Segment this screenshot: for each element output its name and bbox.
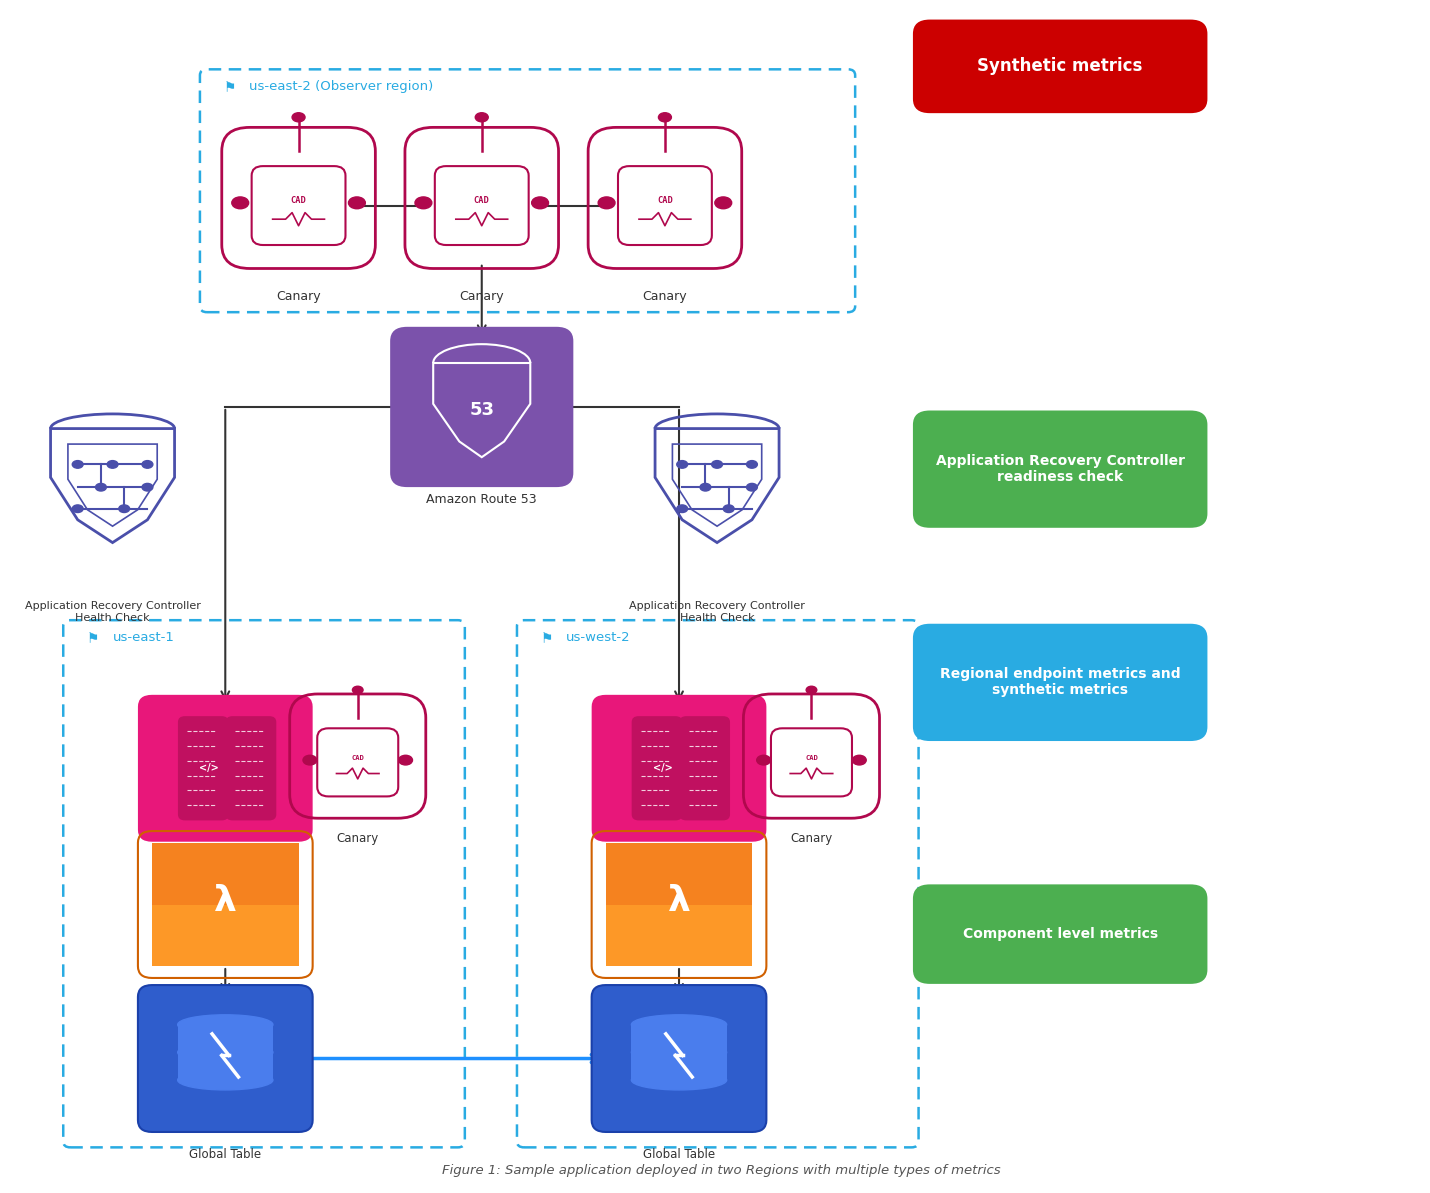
Bar xyxy=(177,1025,273,1052)
FancyBboxPatch shape xyxy=(306,706,410,805)
Ellipse shape xyxy=(598,197,615,209)
Text: us-west-2: us-west-2 xyxy=(566,631,631,644)
Text: Canary: Canary xyxy=(459,290,503,303)
Text: λ: λ xyxy=(668,884,691,919)
Text: ⚑: ⚑ xyxy=(225,81,236,95)
Ellipse shape xyxy=(724,505,734,513)
Ellipse shape xyxy=(232,197,249,209)
Ellipse shape xyxy=(807,686,817,693)
Text: 53: 53 xyxy=(469,401,495,419)
Text: Amazon API Gateway: Amazon API Gateway xyxy=(616,858,742,871)
Ellipse shape xyxy=(712,460,722,468)
FancyBboxPatch shape xyxy=(606,904,752,966)
FancyBboxPatch shape xyxy=(592,694,766,842)
Ellipse shape xyxy=(352,686,363,693)
Text: </>: </> xyxy=(199,764,219,773)
FancyBboxPatch shape xyxy=(137,985,313,1132)
Ellipse shape xyxy=(73,505,83,513)
Text: Application Recovery Controller
readiness check: Application Recovery Controller readines… xyxy=(935,455,1184,484)
Text: CAD: CAD xyxy=(805,755,818,761)
Text: Canary: Canary xyxy=(642,290,688,303)
FancyBboxPatch shape xyxy=(152,843,299,904)
Text: Amazon Route 53: Amazon Route 53 xyxy=(426,494,538,507)
Text: Application Recovery Controller
Health Check: Application Recovery Controller Health C… xyxy=(24,601,200,623)
Ellipse shape xyxy=(177,1043,273,1062)
FancyBboxPatch shape xyxy=(420,141,542,255)
Ellipse shape xyxy=(399,755,412,765)
Text: AWS Lambda: AWS Lambda xyxy=(641,994,718,1007)
Text: CAD: CAD xyxy=(352,755,365,761)
Ellipse shape xyxy=(73,460,83,468)
Ellipse shape xyxy=(676,460,688,468)
Text: us-east-1: us-east-1 xyxy=(113,631,174,644)
Ellipse shape xyxy=(96,483,106,492)
Ellipse shape xyxy=(142,460,153,468)
Text: Component level metrics: Component level metrics xyxy=(962,927,1158,941)
Bar xyxy=(632,1052,726,1080)
Text: us-east-2 (Observer region): us-east-2 (Observer region) xyxy=(249,80,433,93)
Text: Canary: Canary xyxy=(791,832,832,845)
Ellipse shape xyxy=(676,505,688,513)
Ellipse shape xyxy=(746,483,758,492)
FancyBboxPatch shape xyxy=(912,19,1207,113)
FancyBboxPatch shape xyxy=(632,716,682,821)
FancyBboxPatch shape xyxy=(759,706,864,805)
Bar xyxy=(632,1025,726,1052)
FancyBboxPatch shape xyxy=(912,624,1207,741)
Ellipse shape xyxy=(532,197,549,209)
FancyBboxPatch shape xyxy=(226,716,276,821)
FancyBboxPatch shape xyxy=(177,716,229,821)
FancyBboxPatch shape xyxy=(137,694,313,842)
FancyBboxPatch shape xyxy=(152,904,299,966)
Text: Canary: Canary xyxy=(276,290,320,303)
Ellipse shape xyxy=(632,1070,726,1090)
Ellipse shape xyxy=(303,755,317,765)
Text: Figure 1: Sample application deployed in two Regions with multiple types of metr: Figure 1: Sample application deployed in… xyxy=(442,1164,1001,1177)
Text: ⚑: ⚑ xyxy=(87,632,100,647)
FancyBboxPatch shape xyxy=(679,716,731,821)
FancyBboxPatch shape xyxy=(912,410,1207,527)
Text: CAD: CAD xyxy=(473,196,489,205)
Text: ⚑: ⚑ xyxy=(541,632,553,647)
Text: Regional endpoint metrics and
synthetic metrics: Regional endpoint metrics and synthetic … xyxy=(940,667,1181,698)
Text: CAD: CAD xyxy=(290,196,306,205)
FancyBboxPatch shape xyxy=(606,843,752,904)
FancyBboxPatch shape xyxy=(390,327,573,487)
Text: CAD: CAD xyxy=(656,196,672,205)
Ellipse shape xyxy=(715,197,732,209)
Ellipse shape xyxy=(475,112,488,122)
Text: Application Recovery Controller
Health Check: Application Recovery Controller Health C… xyxy=(629,601,805,623)
Text: λ: λ xyxy=(214,884,237,919)
Ellipse shape xyxy=(658,112,672,122)
Ellipse shape xyxy=(746,460,758,468)
Text: Global Table: Global Table xyxy=(189,1148,262,1161)
Ellipse shape xyxy=(142,483,153,492)
Text: Amazon API Gateway: Amazon API Gateway xyxy=(163,858,289,871)
Ellipse shape xyxy=(632,1043,726,1062)
Text: Global Table: Global Table xyxy=(644,1148,715,1161)
Ellipse shape xyxy=(107,460,119,468)
Ellipse shape xyxy=(701,483,711,492)
Bar xyxy=(177,1052,273,1080)
FancyBboxPatch shape xyxy=(912,884,1207,984)
Ellipse shape xyxy=(632,1015,726,1034)
Text: Synthetic metrics: Synthetic metrics xyxy=(978,57,1143,75)
Ellipse shape xyxy=(852,755,867,765)
FancyBboxPatch shape xyxy=(603,141,725,255)
Ellipse shape xyxy=(292,112,305,122)
Text: Canary: Canary xyxy=(336,832,379,845)
Text: </>: </> xyxy=(654,764,672,773)
FancyBboxPatch shape xyxy=(237,141,359,255)
Ellipse shape xyxy=(177,1015,273,1034)
Ellipse shape xyxy=(177,1070,273,1090)
Ellipse shape xyxy=(119,505,130,513)
Ellipse shape xyxy=(415,197,432,209)
Text: AWS Lambda: AWS Lambda xyxy=(186,994,265,1007)
Ellipse shape xyxy=(349,197,365,209)
FancyBboxPatch shape xyxy=(592,985,766,1132)
Ellipse shape xyxy=(756,755,771,765)
